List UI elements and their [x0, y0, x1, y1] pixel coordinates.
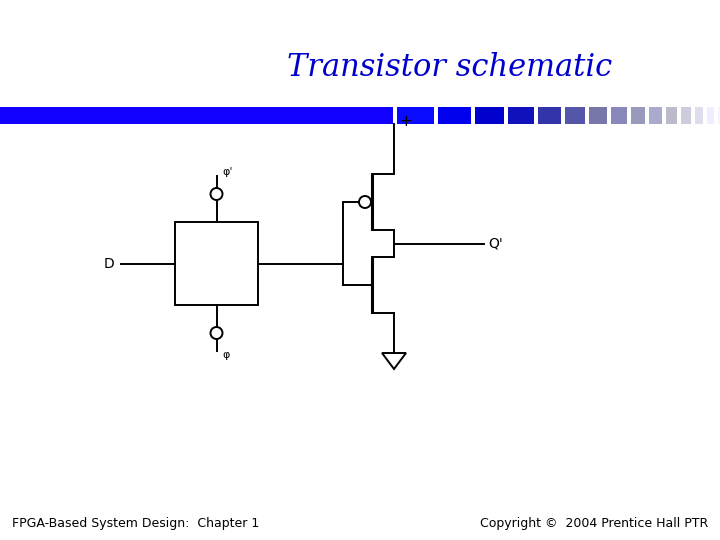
Text: φ: φ	[222, 350, 230, 360]
Bar	[589, 107, 607, 124]
Bar	[475, 107, 504, 124]
Text: Copyright ©  2004 Prentice Hall PTR: Copyright © 2004 Prentice Hall PTR	[480, 517, 708, 530]
Bar	[681, 107, 691, 124]
Bar	[718, 107, 720, 124]
Bar	[649, 107, 662, 124]
Text: Transistor schematic: Transistor schematic	[287, 52, 613, 84]
Text: φ': φ'	[222, 167, 233, 177]
Bar	[438, 107, 471, 124]
Text: Q': Q'	[488, 237, 503, 251]
Bar	[538, 107, 561, 124]
Bar	[611, 107, 627, 124]
Text: +: +	[399, 114, 412, 130]
Bar	[0, 107, 393, 124]
Bar	[631, 107, 645, 124]
Polygon shape	[382, 353, 406, 369]
Bar	[397, 107, 434, 124]
Bar	[508, 107, 534, 124]
Text: D: D	[103, 256, 114, 271]
Text: FPGA-Based System Design:  Chapter 1: FPGA-Based System Design: Chapter 1	[12, 517, 259, 530]
Bar	[707, 107, 714, 124]
Bar	[565, 107, 585, 124]
Bar	[666, 107, 677, 124]
Bar	[695, 107, 703, 124]
Bar	[175, 222, 258, 305]
